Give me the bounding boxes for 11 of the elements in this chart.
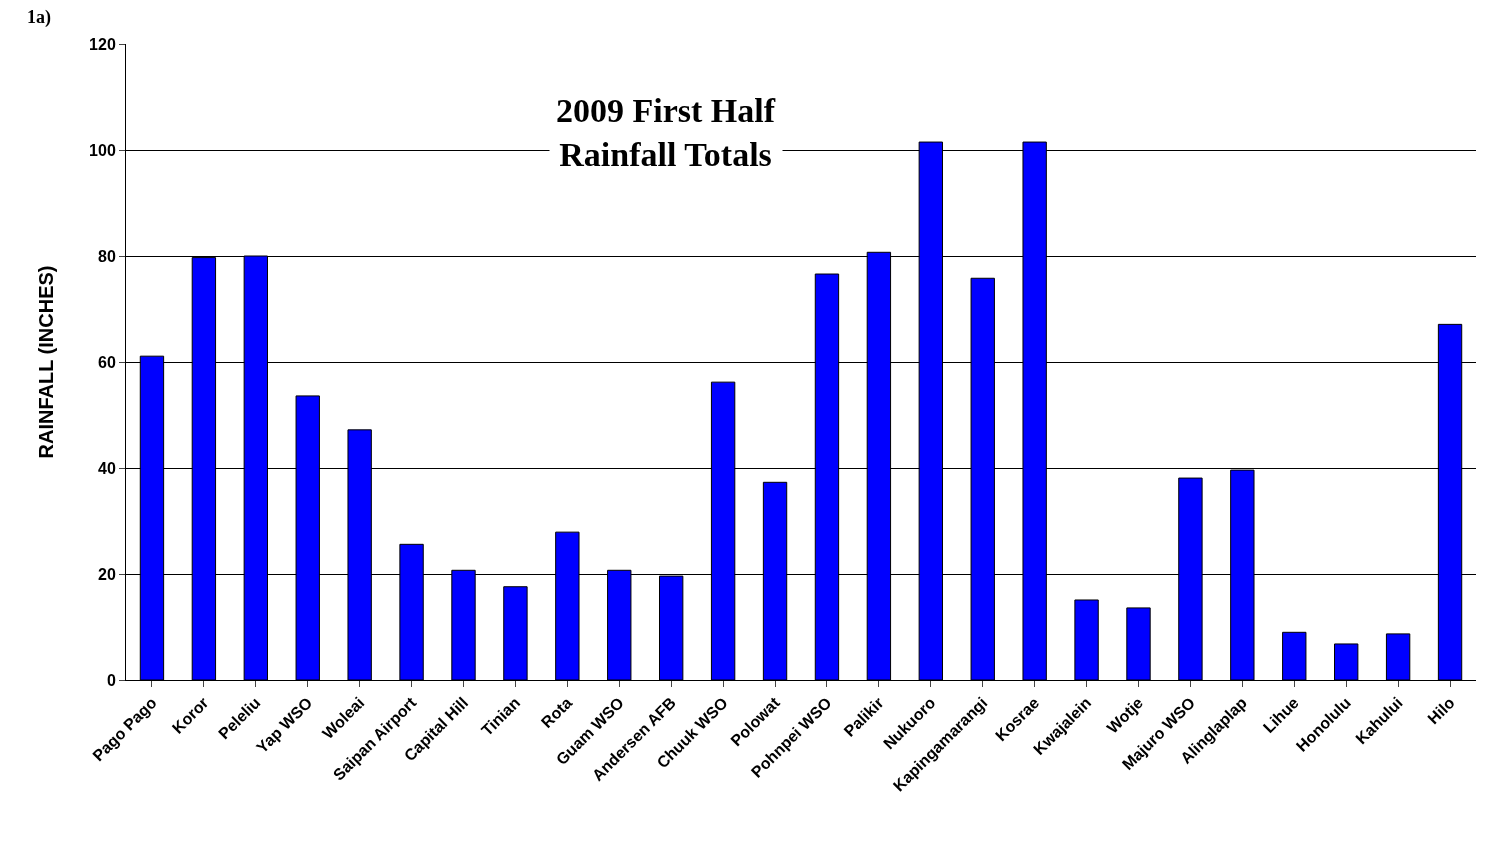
y-tick-label: 20: [98, 565, 116, 583]
y-tick-label: 60: [98, 353, 116, 371]
y-tick-label: 120: [89, 35, 116, 53]
text: 2009 First Half Rainfall Totals: [556, 92, 776, 174]
y-tick-label: 80: [98, 247, 116, 265]
y-tick-label: 40: [98, 459, 116, 477]
y-axis-title: RAINFALL (INCHES): [34, 265, 57, 459]
text: 1a): [27, 7, 51, 28]
y-tick-label: 0: [106, 671, 116, 689]
y-tick-label: 100: [89, 141, 116, 159]
x-tick-label: Hilo: [1424, 693, 1458, 728]
